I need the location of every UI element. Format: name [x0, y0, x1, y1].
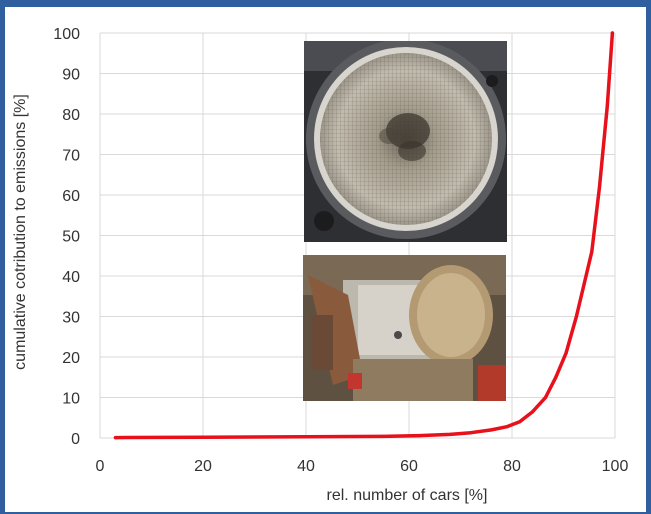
data-point — [417, 434, 421, 438]
x-tick-label: 60 — [400, 458, 418, 475]
tick-labels: 0 20 40 60 80 100 0 10 20 30 40 50 60 70 80 90 100 — [53, 26, 628, 475]
y-tick-label: 20 — [62, 350, 80, 367]
x-tick-label: 20 — [194, 458, 212, 475]
data-point — [605, 104, 609, 108]
y-tick-label: 0 — [71, 431, 80, 448]
data-point — [505, 425, 509, 429]
data-point — [489, 428, 493, 432]
data-point — [554, 375, 558, 379]
x-tick-label: 40 — [297, 458, 315, 475]
data-point — [610, 31, 615, 35]
data-point — [582, 282, 586, 286]
data-point — [201, 435, 205, 439]
y-tick-label: 40 — [62, 269, 80, 286]
y-tick-label: 100 — [53, 26, 80, 43]
data-point — [381, 434, 385, 438]
y-tick-label: 70 — [62, 148, 80, 165]
data-point — [518, 420, 522, 424]
filter-cutaway-image — [303, 255, 506, 401]
y-tick-label: 30 — [62, 310, 80, 327]
y-axis-label: cumulative cotribution to emissions [%] — [12, 94, 29, 370]
y-tick-label: 50 — [62, 229, 80, 246]
data-point — [574, 314, 579, 319]
data-point — [304, 435, 308, 439]
data-point — [469, 431, 473, 435]
x-axis-label: rel. number of cars [%] — [327, 487, 488, 504]
filter-face-image — [304, 41, 507, 242]
x-tick-label: 100 — [602, 458, 629, 475]
filter-face-photo — [304, 41, 507, 242]
filter-cutaway-photo — [303, 255, 506, 401]
x-tick-label: 0 — [96, 458, 105, 475]
data-point — [448, 432, 452, 436]
data-point — [590, 250, 594, 254]
x-tick-label: 80 — [503, 458, 521, 475]
y-tick-label: 90 — [62, 67, 80, 84]
y-tick-label: 60 — [62, 188, 80, 205]
series-line — [113, 31, 615, 440]
series-group — [113, 31, 615, 440]
data-point — [531, 410, 535, 414]
data-point — [113, 436, 118, 440]
data-point — [597, 185, 602, 189]
y-tick-label: 10 — [62, 391, 80, 408]
data-point — [564, 351, 568, 355]
y-tick-label: 80 — [62, 107, 80, 124]
data-point — [543, 395, 548, 400]
